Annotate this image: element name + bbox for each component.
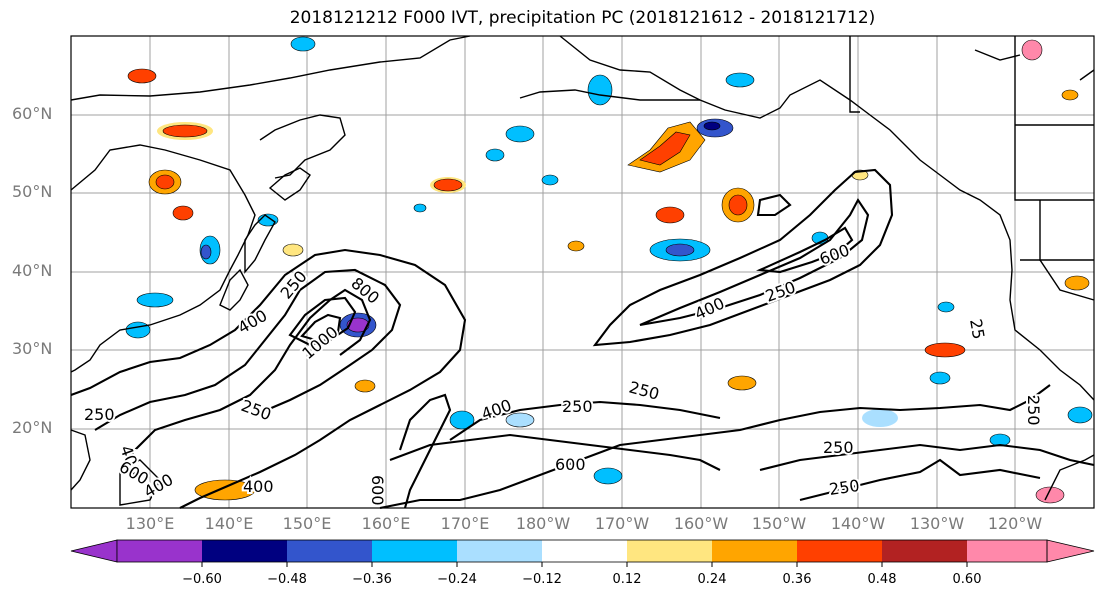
contour-label: 600 — [555, 455, 586, 474]
colorbar-extend-high — [1046, 539, 1095, 563]
lat-label: 50°N — [12, 182, 53, 201]
colorbar-segment — [627, 540, 712, 562]
ivt-contour-600-east-top — [756, 193, 792, 217]
ivt-contour-250-west — [70, 248, 467, 509]
contour-label: 25 — [966, 317, 988, 340]
ivt-contour-600-west — [119, 288, 372, 471]
colorbar-tick-label: −0.12 — [522, 572, 562, 587]
lon-label: 120°W — [987, 514, 1043, 533]
lon-label: 170°E — [440, 514, 490, 533]
map-title: 2018121212 F000 IVT, precipitation PC (2… — [289, 8, 876, 28]
colorbar-tick-label: 0.48 — [867, 572, 897, 587]
colorbar-segment — [542, 540, 627, 562]
colorbar — [70, 539, 1095, 567]
ivt-contour-800-west — [288, 296, 357, 347]
lon-label: 180°W — [515, 514, 571, 533]
ivt-contour-400-east — [639, 197, 870, 327]
map-frame — [70, 35, 1095, 509]
lat-label: 60°N — [12, 104, 53, 123]
lon-label: 160°W — [673, 514, 729, 533]
colorbar-segment — [712, 540, 797, 562]
lon-label: 140°E — [204, 514, 254, 533]
lat-label: 30°N — [12, 339, 53, 358]
lon-label: 130°E — [125, 514, 175, 533]
ivt-contours — [70, 168, 1095, 510]
contour-label: 400 — [243, 477, 274, 496]
colorbar-segment — [117, 540, 202, 562]
colorbar-tick-label: 0.12 — [612, 572, 642, 587]
lat-label: 40°N — [12, 261, 53, 280]
lon-label: 160°E — [361, 514, 411, 533]
colorbar-segment — [457, 540, 542, 562]
coastlines — [70, 35, 1095, 506]
contour-label: 250 — [823, 438, 854, 457]
colorbar-segment — [287, 540, 372, 562]
colorbar-segment — [797, 540, 882, 562]
ivt-contour-600-east — [755, 226, 854, 274]
colorbar-segment — [372, 540, 457, 562]
colorbar-outline — [116, 539, 1048, 563]
colorbar-segment — [967, 540, 1047, 562]
contour-label: 600 — [368, 475, 387, 506]
colorbar-segment — [202, 540, 287, 562]
lon-label: 140°W — [830, 514, 886, 533]
ivt-contour-250-southeast2 — [799, 458, 1041, 502]
precip-patches — [125, 36, 1093, 504]
lon-label: 170°W — [594, 514, 650, 533]
colorbar-tick-label: 0.36 — [782, 572, 812, 587]
contour-label: 250 — [84, 405, 115, 424]
lon-label: 130°W — [909, 514, 965, 533]
ivt-contour-600-south — [399, 393, 452, 509]
colorbar-tick-label: −0.48 — [267, 572, 307, 587]
ivt-contour-250-southmid2 — [389, 433, 721, 471]
lon-label: 150°W — [751, 514, 807, 533]
colorbar-tick-label: 0.60 — [952, 572, 982, 587]
ivt-contour-1000-west — [300, 313, 342, 344]
colorbar-tick-label: −0.60 — [182, 572, 222, 587]
contour-label: 250 — [562, 397, 593, 416]
colorbar-tick-label: −0.24 — [437, 572, 477, 587]
ivt-contour-250-southeast — [759, 443, 1095, 472]
colorbar-tick-label: 0.24 — [697, 572, 727, 587]
lon-label: 150°E — [282, 514, 332, 533]
ivt-contour-250-southmid — [379, 384, 1051, 510]
ivt-contour-400-west — [94, 268, 402, 431]
contour-label: 250 — [1024, 395, 1043, 426]
ivt-contour-400-southmid — [449, 400, 721, 441]
colorbar-tick-label: −0.36 — [352, 572, 392, 587]
ivt-contour-250-east — [592, 168, 894, 347]
colorbar-extend-low — [70, 539, 118, 563]
colorbar-segment — [882, 540, 967, 562]
lat-label: 20°N — [12, 418, 53, 437]
